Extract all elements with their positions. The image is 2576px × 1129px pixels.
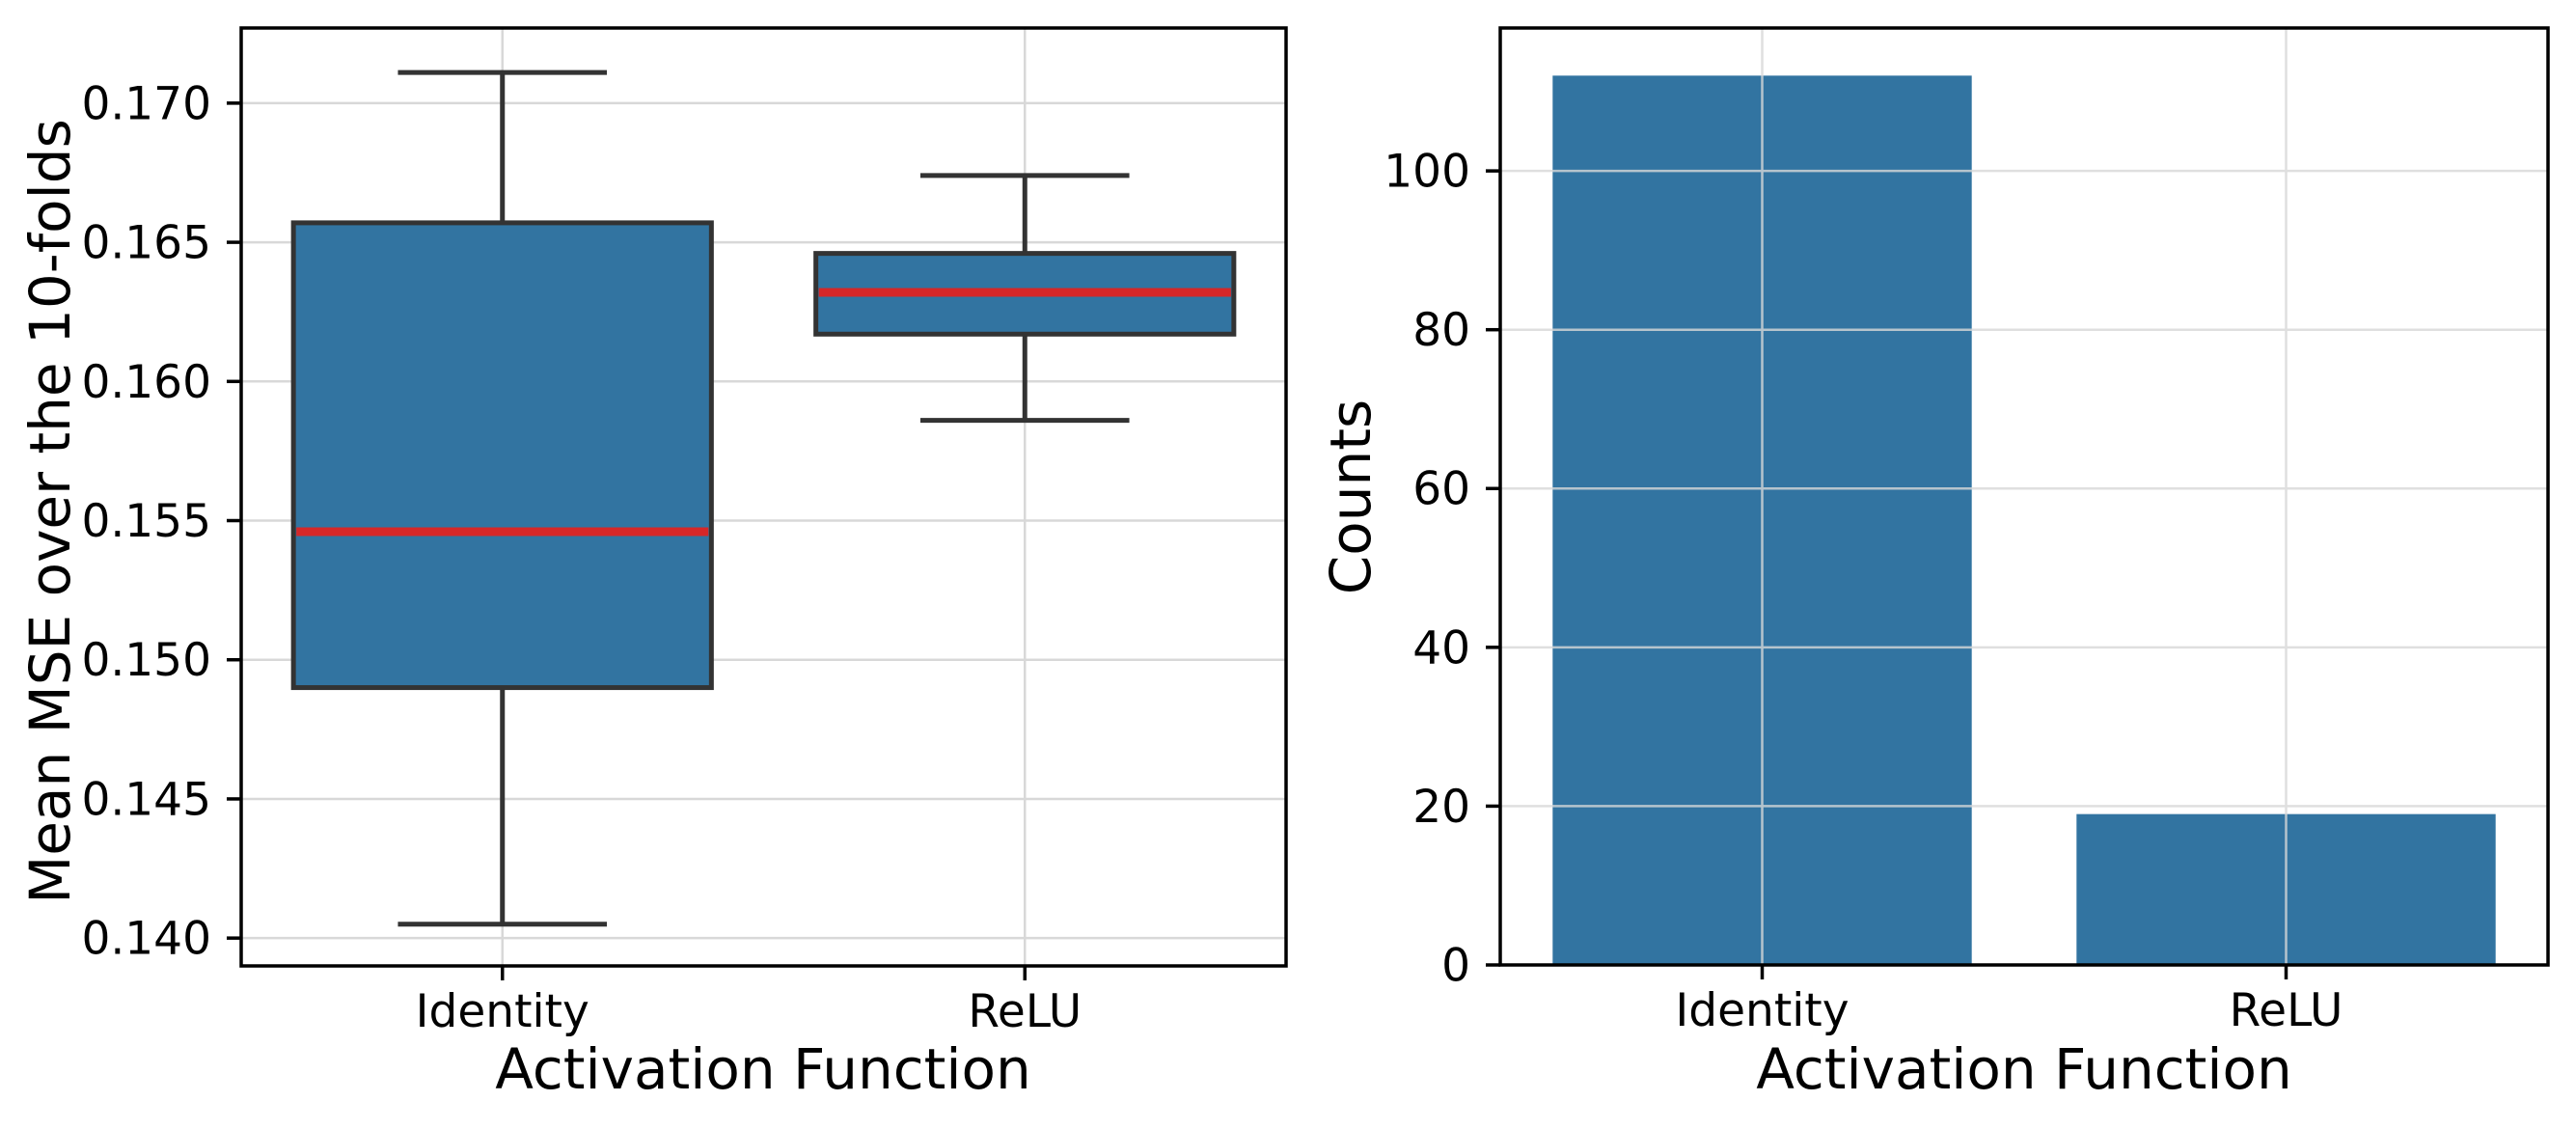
x-tick-label: ReLU [968,985,1082,1038]
boxplot-x-axis-label: Activation Function [495,1036,1031,1102]
barchart-y-axis-label: Counts [1318,399,1384,595]
y-tick-label: 40 [1412,621,1470,675]
box-group-identity [290,69,714,927]
y-tick-label: 0.160 [81,356,211,409]
y-tick-label: 0.155 [81,495,211,548]
x-tick-label: Identity [416,985,589,1038]
x-tick-label: ReLU [2230,984,2343,1037]
boxplot-y-axis-label: Mean MSE over the 10-folds [17,119,83,904]
plot-border [239,26,1288,968]
box-group-relu [813,173,1237,424]
plot-border [1498,26,2550,967]
y-tick-label: 20 [1412,781,1470,834]
barchart-x-axis-label: Activation Function [1756,1036,2292,1102]
y-tick-label: 0.140 [81,913,211,966]
y-tick-label: 100 [1384,146,1470,199]
boxplot-axes: 0.140 0.145 0.150 0.155 0.160 0.165 0.170 Ident… [81,26,1288,1038]
y-tick-label: 0.170 [81,77,211,130]
y-tick-label: 80 [1412,304,1470,357]
barchart-axes: 0 20 40 60 80 100 Identity ReLU [1384,26,2550,1037]
x-tick-label: Identity [1675,984,1849,1037]
y-tick-label: 0.165 [81,217,211,270]
y-tick-label: 0.145 [81,773,211,826]
y-tick-label: 0 [1441,939,1470,992]
barchart-axes-grid [1500,28,2548,967]
y-tick-label: 60 [1412,463,1470,516]
y-tick-label: 0.150 [81,634,211,687]
box-identity [290,220,714,691]
